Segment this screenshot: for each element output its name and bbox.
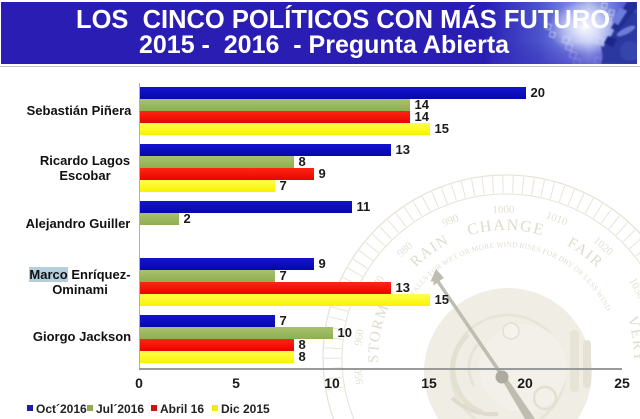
svg-text:VERY: VERY: [624, 315, 640, 364]
svg-text:950: 950: [352, 367, 366, 385]
svg-text:990: 990: [441, 212, 461, 229]
svg-text:1020: 1020: [591, 235, 616, 259]
svg-text:STORM: STORM: [366, 301, 393, 363]
svg-text:1030: 1030: [626, 276, 640, 301]
svg-text:CHANGE: CHANGE: [466, 217, 547, 239]
svg-text:1000: 1000: [492, 204, 515, 216]
svg-text:1010: 1010: [544, 209, 569, 228]
svg-text:960: 960: [352, 328, 366, 347]
